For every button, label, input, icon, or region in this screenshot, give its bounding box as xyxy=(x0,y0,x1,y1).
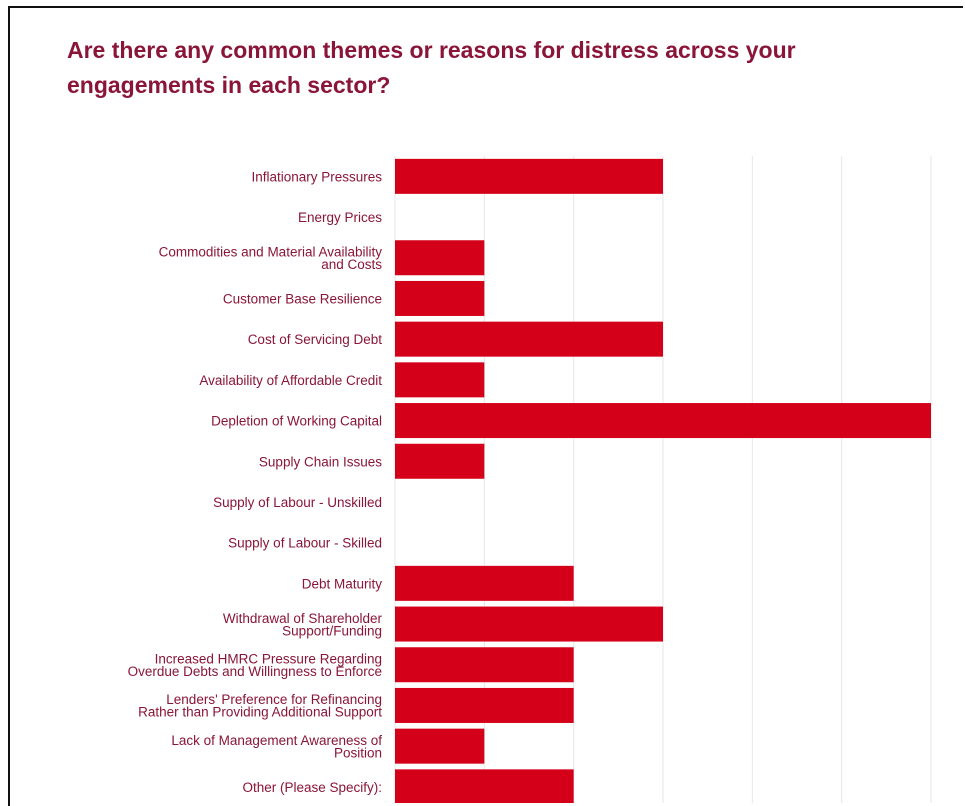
category-label-line: Support/Funding xyxy=(282,623,382,638)
category-label-line: Lack of Management Awareness of xyxy=(171,733,382,748)
category-label: Energy Prices xyxy=(298,210,382,225)
category-label-line: and Costs xyxy=(321,257,382,272)
bar xyxy=(395,687,574,723)
category-label-line: Depletion of Working Capital xyxy=(211,414,382,429)
bar xyxy=(395,240,485,276)
category-label-line: Energy Prices xyxy=(298,210,382,225)
bar xyxy=(395,321,663,357)
category-label-line: Supply Chain Issues xyxy=(259,454,382,469)
category-label: Depletion of Working Capital xyxy=(211,414,382,429)
category-label: Debt Maturity xyxy=(302,576,383,591)
category-label-line: Inflationary Pressures xyxy=(251,169,382,184)
category-label-line: Lenders' Preference for Refinancing xyxy=(166,692,382,707)
category-label-line: Supply of Labour - Unskilled xyxy=(213,495,382,510)
bar xyxy=(395,403,931,439)
category-label: Customer Base Resilience xyxy=(223,291,382,306)
category-label: Withdrawal of Shareholder Support/Funding xyxy=(223,611,383,639)
category-label: Other (Please Specify): xyxy=(242,780,382,795)
category-label-line: Debt Maturity xyxy=(302,576,383,591)
category-label-line: Withdrawal of Shareholder xyxy=(223,611,383,626)
bar xyxy=(395,362,485,398)
bar xyxy=(395,728,485,764)
category-label: Supply of Labour - Unskilled xyxy=(213,495,382,510)
category-label-line: Overdue Debts and Willingness to Enforce xyxy=(128,664,382,679)
category-label-line: Supply of Labour - Skilled xyxy=(228,536,382,551)
bar xyxy=(395,565,574,601)
category-label: Lenders' Preference for Refinancing Rathe… xyxy=(138,692,382,720)
bar xyxy=(395,769,574,803)
category-label: Availability of Affordable Credit xyxy=(199,373,382,388)
bar xyxy=(395,158,663,194)
bar xyxy=(395,443,485,479)
category-labels: Inflationary Pressures Energy Prices Commo… xyxy=(128,169,383,795)
category-label-line: Increased HMRC Pressure Regarding xyxy=(155,652,382,667)
category-label: Commodities and Material Availability and… xyxy=(159,245,383,273)
category-label-line: Availability of Affordable Credit xyxy=(199,373,382,388)
category-label-line: Commodities and Material Availability xyxy=(159,245,383,260)
category-label-line: Rather than Providing Additional Support xyxy=(138,705,382,720)
category-label: Inflationary Pressures xyxy=(251,169,382,184)
bar xyxy=(395,606,663,642)
category-label-line: Other (Please Specify): xyxy=(242,780,382,795)
chart-title: Are there any common themes or reasons f… xyxy=(67,37,796,98)
category-label: Cost of Servicing Debt xyxy=(248,332,383,347)
category-label-line: Cost of Servicing Debt xyxy=(248,332,383,347)
bar xyxy=(395,280,485,316)
category-label-line: Customer Base Resilience xyxy=(223,291,382,306)
bars xyxy=(395,158,931,803)
bar xyxy=(395,647,574,683)
category-label-line: Position xyxy=(334,745,382,760)
category-label: Lack of Management Awareness of Position xyxy=(171,733,382,761)
category-label: Supply Chain Issues xyxy=(259,454,382,469)
category-label: Increased HMRC Pressure Regarding Overdue… xyxy=(128,652,382,680)
category-label: Supply of Labour - Skilled xyxy=(228,536,382,551)
